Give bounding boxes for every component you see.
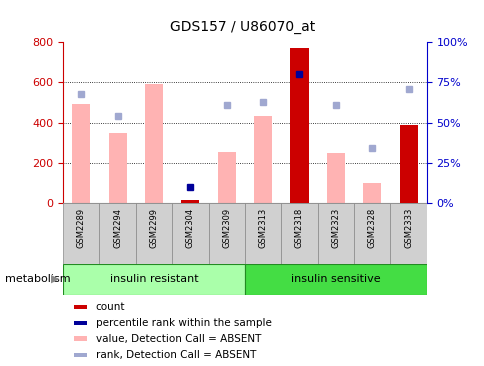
Text: count: count xyxy=(95,302,125,313)
Bar xyxy=(217,152,235,203)
Bar xyxy=(390,203,426,264)
Bar xyxy=(244,203,281,264)
Bar xyxy=(145,84,163,203)
Text: rank, Detection Call = ABSENT: rank, Detection Call = ABSENT xyxy=(95,350,256,360)
Text: GSM2289: GSM2289 xyxy=(76,208,86,248)
Text: GSM2309: GSM2309 xyxy=(222,208,231,248)
Bar xyxy=(63,264,244,295)
Bar xyxy=(74,353,87,357)
Bar xyxy=(399,124,417,203)
Bar xyxy=(99,203,136,264)
Bar xyxy=(74,321,87,325)
Bar xyxy=(363,183,380,203)
Bar xyxy=(74,305,87,309)
Text: GSM2318: GSM2318 xyxy=(294,208,303,248)
Bar xyxy=(208,203,244,264)
Bar xyxy=(290,48,308,203)
Bar xyxy=(353,203,390,264)
Text: GDS157 / U86070_at: GDS157 / U86070_at xyxy=(169,20,315,34)
Text: metabolism: metabolism xyxy=(5,274,70,284)
Bar xyxy=(108,132,126,203)
Text: GSM2299: GSM2299 xyxy=(149,208,158,248)
Bar xyxy=(181,200,199,203)
Text: GSM2304: GSM2304 xyxy=(185,208,195,248)
Bar xyxy=(172,203,208,264)
Text: GSM2323: GSM2323 xyxy=(331,208,340,248)
Text: GSM2333: GSM2333 xyxy=(403,208,412,249)
Text: GSM2313: GSM2313 xyxy=(258,208,267,248)
Bar xyxy=(254,116,272,203)
Text: insulin sensitive: insulin sensitive xyxy=(290,274,380,284)
Bar xyxy=(72,105,90,203)
Bar xyxy=(136,203,172,264)
Bar xyxy=(281,203,317,264)
Bar xyxy=(326,153,344,203)
Text: GSM2294: GSM2294 xyxy=(113,208,122,248)
Bar xyxy=(317,203,353,264)
Text: GSM2328: GSM2328 xyxy=(367,208,376,248)
Text: insulin resistant: insulin resistant xyxy=(109,274,198,284)
Text: value, Detection Call = ABSENT: value, Detection Call = ABSENT xyxy=(95,334,260,344)
Bar xyxy=(244,264,426,295)
Bar xyxy=(74,336,87,341)
Text: percentile rank within the sample: percentile rank within the sample xyxy=(95,318,271,328)
Text: ▶: ▶ xyxy=(51,274,60,284)
Bar xyxy=(63,203,99,264)
